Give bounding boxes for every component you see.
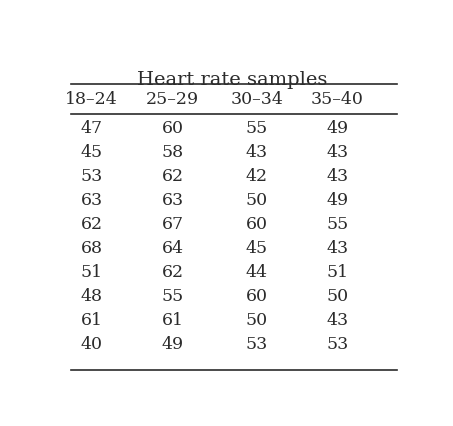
- Text: 55: 55: [246, 121, 268, 137]
- Text: 43: 43: [327, 144, 348, 161]
- Text: 18–24: 18–24: [65, 91, 118, 108]
- Text: 62: 62: [81, 216, 103, 233]
- Text: 43: 43: [327, 168, 348, 185]
- Text: 49: 49: [327, 192, 348, 209]
- Text: 62: 62: [161, 168, 183, 185]
- Text: 48: 48: [81, 288, 103, 305]
- Text: Heart rate samples: Heart rate samples: [137, 71, 328, 89]
- Text: 63: 63: [161, 192, 183, 209]
- Text: 40: 40: [81, 336, 103, 353]
- Text: 60: 60: [161, 121, 183, 137]
- Text: 53: 53: [246, 336, 268, 353]
- Text: 25–29: 25–29: [146, 91, 199, 108]
- Text: 60: 60: [246, 216, 268, 233]
- Text: 44: 44: [246, 264, 268, 281]
- Text: 61: 61: [81, 312, 103, 329]
- Text: 62: 62: [161, 264, 183, 281]
- Text: 55: 55: [161, 288, 183, 305]
- Text: 50: 50: [246, 192, 268, 209]
- Text: 35–40: 35–40: [311, 91, 364, 108]
- Text: 63: 63: [81, 192, 103, 209]
- Text: 55: 55: [326, 216, 349, 233]
- Text: 53: 53: [81, 168, 103, 185]
- Text: 30–34: 30–34: [230, 91, 283, 108]
- Text: 51: 51: [81, 264, 103, 281]
- Text: 64: 64: [161, 240, 183, 257]
- Text: 58: 58: [161, 144, 183, 161]
- Text: 67: 67: [161, 216, 183, 233]
- Text: 53: 53: [326, 336, 349, 353]
- Text: 49: 49: [161, 336, 183, 353]
- Text: 45: 45: [81, 144, 103, 161]
- Text: 47: 47: [81, 121, 103, 137]
- Text: 51: 51: [327, 264, 348, 281]
- Text: 49: 49: [327, 121, 348, 137]
- Text: 50: 50: [246, 312, 268, 329]
- Text: 61: 61: [161, 312, 183, 329]
- Text: 42: 42: [246, 168, 268, 185]
- Text: 50: 50: [327, 288, 348, 305]
- Text: 45: 45: [246, 240, 268, 257]
- Text: 60: 60: [246, 288, 268, 305]
- Text: 43: 43: [327, 240, 348, 257]
- Text: 43: 43: [327, 312, 348, 329]
- Text: 68: 68: [81, 240, 103, 257]
- Text: 43: 43: [246, 144, 268, 161]
